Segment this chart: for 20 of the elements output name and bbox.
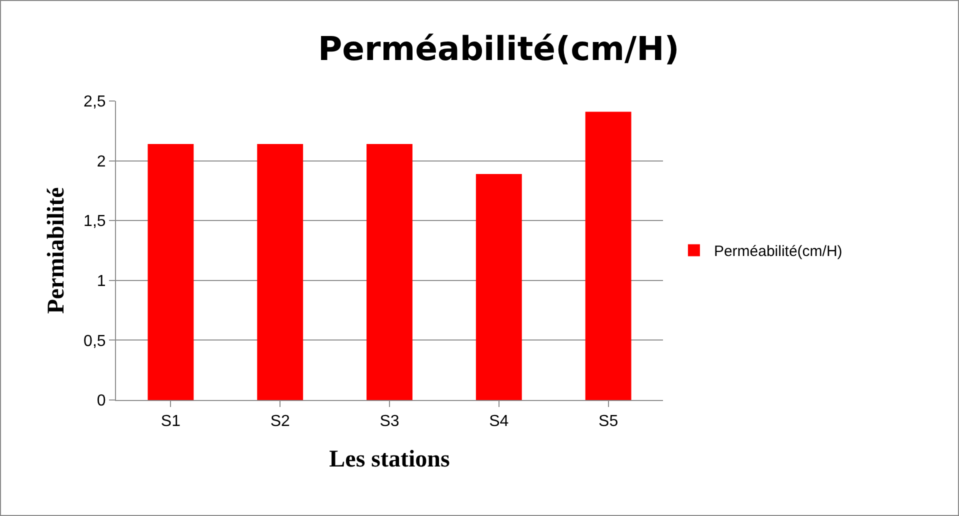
bar (366, 144, 412, 400)
bar (476, 174, 522, 400)
bar (585, 112, 632, 400)
y-tick-label: 2,5 (84, 94, 106, 111)
bar (148, 144, 194, 400)
x-tick-label: S4 (489, 413, 509, 430)
x-tick-label: S5 (598, 413, 618, 430)
x-tick-label: S2 (270, 413, 290, 430)
bar (257, 144, 304, 400)
x-tick-label: S1 (160, 413, 181, 430)
y-tick-label: 1 (96, 273, 106, 290)
legend-label: Perméabilité(cm/H) (714, 243, 842, 260)
y-tick-label: 0,5 (84, 332, 106, 350)
y-axis-title: Permiabilité (44, 186, 70, 314)
chart-title: Perméabilité(cm/H) (318, 29, 680, 68)
y-tick-label: 2 (96, 153, 106, 170)
x-tick-label: S3 (380, 413, 400, 430)
x-axis-title: Les stations (329, 446, 450, 472)
y-tick-label: 0 (96, 392, 106, 410)
y-tick-label: 1,5 (84, 213, 106, 230)
